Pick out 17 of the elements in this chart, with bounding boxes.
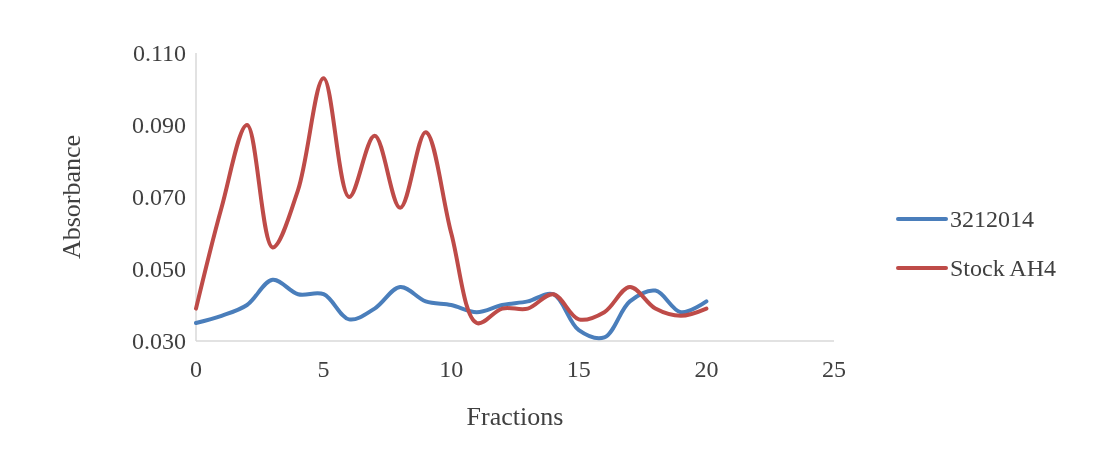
x-tick-label: 10	[439, 356, 464, 382]
line-series	[194, 277, 709, 341]
x-tick-label: 25	[822, 356, 846, 382]
y-axis-title: Absorbance	[57, 134, 86, 260]
x-tick-label: 20	[694, 356, 719, 382]
x-tick-label: 0	[190, 356, 202, 382]
x-axis-title: Fractions	[466, 402, 564, 431]
x-tick-label: 5	[317, 356, 330, 382]
y-tick-label: 0.090	[132, 112, 186, 138]
y-tick-label: 0.050	[132, 256, 186, 282]
legend-label: Stock AH4	[950, 255, 1057, 281]
legend-label: 3212014	[950, 206, 1034, 232]
y-tick-label: 0.070	[132, 184, 186, 210]
line-series	[194, 76, 709, 325]
y-tick-label: 0.110	[132, 40, 186, 66]
y-tick-label: 0.030	[132, 328, 186, 354]
x-tick-label: 15	[566, 356, 591, 382]
